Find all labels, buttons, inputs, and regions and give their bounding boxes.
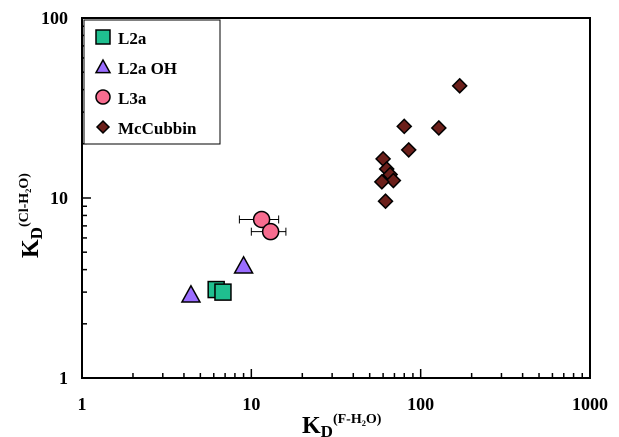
legend-label-l2a: L2a	[118, 29, 147, 48]
point-mccubbin	[430, 119, 447, 137]
y-axis-label: KD(Cl-H₂O)	[17, 173, 46, 258]
legend-label-mccubbin: McCubbin	[118, 119, 197, 138]
y-axis-label-main: K	[18, 239, 44, 258]
point-l3a	[252, 210, 271, 229]
x-axis-label: KD(F-H₂O)	[302, 412, 382, 437]
y-axis-label-sup: (Cl-H₂O)	[17, 173, 32, 227]
tick-labels: 1 10 100 1000 1 10 100	[41, 8, 608, 414]
point-l2a-oh	[180, 284, 202, 303]
legend-marker-mccubbin	[95, 119, 111, 135]
point-mccubbin	[400, 141, 417, 158]
y-tick-label: 100	[41, 8, 68, 28]
point-l2a-oh	[233, 255, 254, 274]
x-axis-label-sub: D	[321, 422, 333, 437]
x-axis-label-sup: (F-H₂O)	[333, 412, 382, 427]
legend-marker-l2a-oh	[94, 58, 112, 74]
legend-label-l2a-oh: L2a OH	[118, 59, 177, 78]
legend-marker-l2a	[95, 29, 111, 45]
legend: L2a L2a OH L3a McCubbin	[83, 19, 221, 145]
legend-label-l3a: L3a	[118, 89, 147, 108]
y-axis-label-sub: D	[27, 227, 46, 239]
point-mccubbin	[377, 193, 394, 210]
x-tick-label: 1000	[572, 394, 608, 414]
y-tick-label: 10	[50, 188, 68, 208]
point-l3a	[261, 222, 280, 241]
y-tick-label: 1	[59, 368, 68, 388]
point-l2a	[214, 283, 232, 301]
point-mccubbin	[385, 172, 402, 189]
x-tick-label: 1	[78, 394, 87, 414]
data-points	[180, 77, 468, 303]
point-mccubbin	[373, 173, 390, 190]
point-mccubbin	[451, 77, 468, 94]
x-tick-label: 10	[242, 394, 260, 414]
legend-marker-l3a	[95, 89, 111, 105]
point-mccubbin	[396, 118, 413, 135]
x-axis-label-main: K	[302, 413, 321, 437]
x-tick-label: 100	[407, 394, 434, 414]
